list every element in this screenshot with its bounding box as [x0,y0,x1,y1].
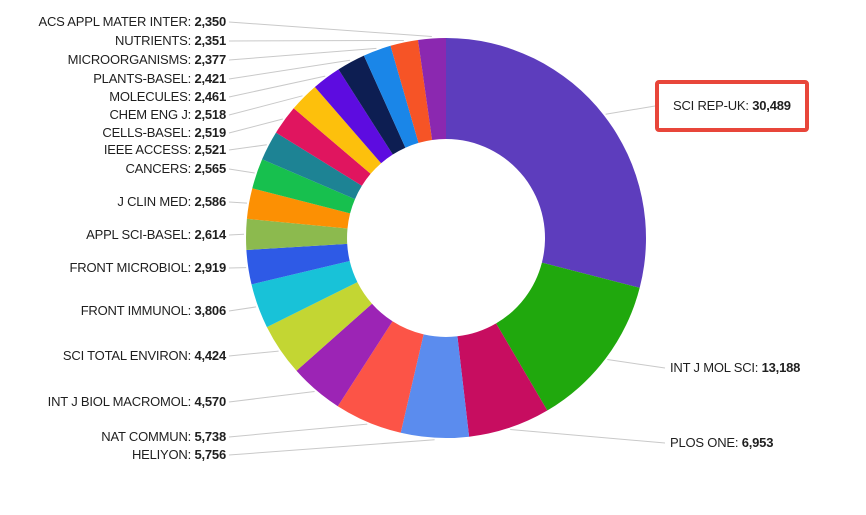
leader-line-nutrients [228,40,404,42]
leader-line-microorganisms [228,47,377,61]
pie-slice-int-j-mol-sci[interactable] [496,262,640,411]
pie-slice-nat-commun[interactable] [337,321,424,433]
pie-slice-acs-appl-mater-inter[interactable] [418,38,446,140]
leader-line-cells-basel [228,118,283,134]
leader-line-appl-sci-basel [228,233,245,236]
pie-slice-molecules[interactable] [314,69,393,164]
leader-line-molecules [228,75,326,98]
pie-slice-plants-basel[interactable] [338,55,406,155]
pie-slice-int-j-biol-macromol[interactable] [296,303,393,407]
leader-line-chem-eng-j [228,95,303,116]
pie-slice-ieee-access[interactable] [262,132,362,200]
leader-line-nat-commun [228,423,368,438]
leader-line-cancers [228,168,255,174]
leader-line-plos-one [510,429,666,444]
pie-slice-chem-eng-j[interactable] [293,87,382,174]
pie-slice-sci-rep-uk[interactable] [446,38,646,288]
pie-slice-sci-total-environ[interactable] [266,282,372,371]
leader-line-int-j-mol-sci [607,359,666,369]
pie-slice-plos-one[interactable] [457,323,548,437]
pie-slice-nutrients[interactable] [390,40,433,143]
leader-line-int-j-biol-macromol [228,391,315,403]
pie-slice-j-clin-med[interactable] [246,188,351,229]
leader-line-heliyon [228,439,435,456]
leader-line-plants-basel [228,59,351,80]
pie-slice-cells-basel[interactable] [276,108,371,186]
leader-line-front-immunol [228,306,257,312]
leader-line-sci-total-environ [228,350,279,357]
leader-line-ieee-access [228,144,267,151]
pie-slice-front-microbiol[interactable] [246,243,350,285]
leader-line-acs-appl-mater-inter [228,21,432,37]
pie-slice-cancers[interactable] [252,159,355,214]
pie-slice-front-immunol[interactable] [251,261,358,328]
leader-line-sci-rep-uk [605,105,656,115]
pie-slice-appl-sci-basel[interactable] [246,218,348,250]
leader-line-j-clin-med [228,201,248,204]
pie-slice-microorganisms[interactable] [363,45,419,148]
pie-slice-heliyon[interactable] [400,334,470,439]
